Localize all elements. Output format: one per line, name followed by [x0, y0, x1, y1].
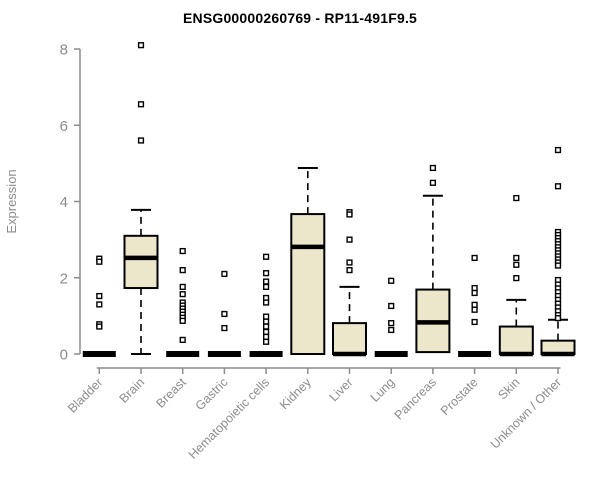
- collapsed-box-Prostate: [458, 351, 492, 357]
- outlier-point: [346, 259, 353, 266]
- outlier-point: [429, 179, 437, 186]
- y-tick-label: 4: [60, 194, 68, 211]
- outlier-point: [96, 292, 103, 300]
- outlier-point: [346, 211, 353, 218]
- outlier-point: [263, 333, 270, 340]
- x-tick-label: Kidney: [277, 375, 314, 412]
- outlier-point: [221, 310, 228, 318]
- outlier-point: [179, 267, 186, 274]
- outlier-point: [471, 254, 478, 262]
- x-tick-label: Lung: [368, 375, 398, 405]
- outlier-point: [471, 301, 478, 308]
- outlier-point: [96, 258, 103, 265]
- box-Liver: [332, 322, 367, 355]
- collapsed-box-Bladder: [82, 351, 116, 357]
- box-Kidney: [290, 213, 326, 355]
- outlier-point: [554, 146, 562, 154]
- outlier-point: [179, 283, 186, 291]
- outlier-point: [221, 270, 228, 278]
- outlier-point: [513, 254, 520, 262]
- outlier-point: [263, 283, 270, 291]
- x-tick-label: Prostate: [438, 375, 481, 418]
- x-tick-label: Hematopoietic cells: [186, 375, 273, 462]
- x-tick-label: Breast: [153, 375, 189, 411]
- outlier-point: [137, 42, 145, 49]
- y-axis-title: Expression: [4, 169, 19, 233]
- x-tick-label: Unknown / Other: [488, 375, 564, 451]
- outlier-point: [346, 236, 353, 243]
- x-tick-label: Liver: [327, 375, 356, 404]
- outlier-point: [554, 183, 562, 190]
- outlier-point: [554, 262, 562, 269]
- outlier-point: [137, 101, 145, 108]
- outlier-point: [179, 317, 186, 324]
- outlier-point: [471, 284, 478, 292]
- outlier-point: [96, 301, 103, 308]
- outlier-point: [221, 324, 228, 332]
- x-tick-label: Skin: [495, 375, 522, 402]
- outlier-point: [263, 323, 270, 330]
- outlier-point: [471, 318, 478, 326]
- x-tick-label: Pancreas: [392, 375, 439, 422]
- box-Brain: [123, 234, 159, 290]
- outlier-point: [388, 326, 395, 334]
- x-tick-label: Bladder: [65, 375, 105, 415]
- outlier-point: [263, 338, 270, 345]
- outlier-point: [263, 318, 270, 325]
- outlier-point: [346, 267, 353, 274]
- outlier-point: [388, 302, 395, 310]
- outlier-point: [96, 323, 103, 330]
- outlier-point: [263, 253, 270, 260]
- outlier-point: [137, 137, 145, 144]
- outlier-point: [471, 289, 478, 297]
- outlier-point: [179, 291, 186, 298]
- outlier-point: [429, 164, 437, 172]
- y-tick-label: 8: [60, 42, 68, 59]
- outlier-point: [263, 313, 270, 320]
- chart-title: ENSG00000260769 - RP11-491F9.5: [182, 10, 418, 26]
- outlier-point: [388, 277, 395, 284]
- outlier-point: [554, 315, 562, 322]
- outlier-point: [179, 247, 186, 255]
- outlier-point: [263, 270, 270, 277]
- collapsed-box-Gastric: [207, 351, 241, 357]
- y-tick-label: 6: [60, 118, 68, 135]
- outlier-point: [471, 306, 478, 313]
- y-tick-label: 2: [60, 270, 68, 287]
- collapsed-box-Hematopoietic cells: [249, 351, 283, 357]
- outlier-point: [263, 299, 270, 306]
- outlier-point: [388, 320, 395, 327]
- outlier-point: [513, 275, 520, 282]
- outlier-point: [179, 336, 186, 343]
- x-tick-label: Brain: [117, 375, 148, 406]
- y-tick-label: 0: [60, 347, 68, 364]
- x-tick-label: Gastric: [193, 375, 231, 413]
- outlier-point: [513, 194, 520, 202]
- collapsed-box-Breast: [166, 351, 200, 357]
- box-Skin: [498, 325, 534, 355]
- outlier-point: [263, 328, 270, 335]
- outlier-point: [263, 278, 270, 285]
- collapsed-box-Lung: [374, 351, 408, 357]
- outlier-point: [513, 261, 520, 268]
